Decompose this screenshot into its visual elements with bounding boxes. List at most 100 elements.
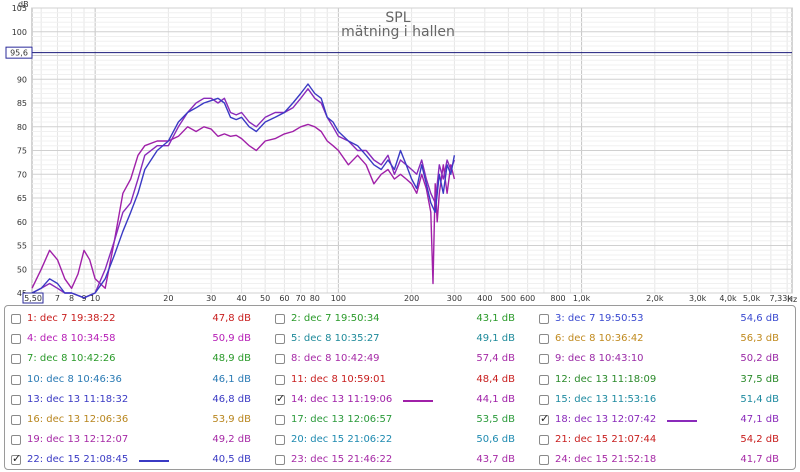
measurement-checkbox[interactable] — [11, 435, 21, 446]
measurement-checkbox[interactable]: ✓ — [11, 452, 22, 466]
legend-item[interactable]: ✓ 22: dec 15 21:08:45 40,5 dB — [11, 451, 261, 471]
measurement-level: 43,1 dB — [476, 313, 515, 324]
x-tick-label: 7 — [55, 294, 60, 303]
measurement-level: 56,3 dB — [740, 333, 779, 345]
legend-item[interactable]: 23: dec 15 21:46:22 43,7 dB — [275, 451, 525, 471]
measurement-checkbox[interactable] — [275, 435, 285, 446]
legend-item[interactable]: 9: dec 8 10:43:10 50,2 dB — [539, 350, 789, 370]
checkmark-icon: ✓ — [276, 391, 286, 405]
legend-item[interactable]: 24: dec 15 21:52:18 41,7 dB — [539, 451, 789, 471]
measurement-checkbox[interactable] — [275, 455, 285, 466]
measurement-checkbox[interactable] — [275, 334, 285, 345]
legend-item[interactable]: 13: dec 13 11:18:32 46,8 dB — [11, 391, 261, 411]
measurement-checkbox[interactable] — [539, 314, 549, 324]
legend-row: 13: dec 13 11:18:32 46,8 dB ✓ 14: dec 13 11… — [5, 391, 795, 411]
measurement-level: 54,6 dB — [740, 313, 779, 324]
measurement-label: 5: dec 8 10:35:27 — [291, 333, 380, 345]
legend-item[interactable]: 3: dec 7 19:50:53 54,6 dB — [539, 310, 789, 330]
x-tick-label: 4,0k — [719, 294, 737, 303]
measurement-legend: 1: dec 7 19:38:22 47,8 dB 2: dec 7 19:50:3… — [4, 305, 796, 470]
legend-item[interactable]: 11: dec 8 10:59:01 48,4 dB — [275, 371, 525, 391]
legend-item[interactable]: 17: dec 13 12:06:57 53,5 dB — [275, 411, 525, 431]
measurement-level: 47,1 dB — [740, 414, 779, 425]
measurement-label: 12: dec 13 11:18:09 — [555, 373, 657, 385]
measurement-checkbox[interactable] — [275, 354, 285, 365]
measurement-level: 47,8 dB — [212, 313, 251, 324]
measurement-label: 6: dec 8 10:36:42 — [555, 333, 644, 345]
measurement-label: 11: dec 8 10:59:01 — [291, 373, 386, 385]
legend-item[interactable]: 4: dec 8 10:34:58 50,9 dB — [11, 330, 261, 350]
measurement-checkbox[interactable] — [275, 374, 285, 385]
measurement-checkbox[interactable] — [275, 415, 285, 425]
legend-item[interactable]: 7: dec 8 10:42:26 48,9 dB — [11, 350, 261, 370]
measurement-level: 50,6 dB — [476, 434, 515, 446]
legend-item[interactable]: 8: dec 8 10:42:49 57,4 dB — [275, 350, 525, 370]
measurement-checkbox[interactable] — [539, 435, 549, 446]
y-tick-label: 70 — [17, 170, 27, 179]
legend-item[interactable]: 15: dec 13 11:53:16 51,4 dB — [539, 391, 789, 411]
x-tick-label: 5,0k — [743, 294, 761, 303]
x-tick-label: 20 — [163, 294, 173, 303]
measurement-checkbox[interactable] — [539, 354, 549, 365]
measurement-checkbox[interactable] — [11, 354, 21, 365]
measurement-level: 51,4 dB — [740, 393, 779, 405]
x-tick-label: 40 — [236, 294, 246, 303]
measurement-checkbox[interactable] — [275, 314, 285, 324]
x-tick-label: 300 — [447, 294, 462, 303]
measurement-checkbox[interactable] — [11, 314, 21, 324]
measurement-checkbox[interactable] — [11, 374, 21, 385]
line-color-swatch — [139, 460, 169, 463]
measurement-label: 9: dec 8 10:43:10 — [555, 353, 644, 365]
x-tick-label: 8 — [69, 294, 74, 303]
measurement-label: 21: dec 15 21:07:44 — [555, 434, 657, 446]
legend-item[interactable]: 19: dec 13 12:12:07 49,2 dB — [11, 431, 261, 451]
measurement-checkbox[interactable] — [539, 455, 549, 466]
measurement-checkbox[interactable]: ✓ — [275, 391, 286, 405]
measurement-label: 7: dec 8 10:42:26 — [27, 353, 116, 365]
x-tick-label: 7,33k — [770, 294, 793, 303]
measurement-level: 43,7 dB — [476, 454, 515, 466]
x-tick-label: 100 — [331, 294, 346, 303]
cursor-x-readout-box — [22, 292, 44, 304]
legend-row: 1: dec 7 19:38:22 47,8 dB 2: dec 7 19:50:3… — [5, 310, 795, 330]
x-tick-label: 500 — [501, 294, 516, 303]
line-color-swatch — [667, 420, 697, 422]
legend-item[interactable]: ✓ 14: dec 13 11:19:06 44,1 dB — [275, 391, 525, 411]
legend-item[interactable]: 21: dec 15 21:07:44 54,2 dB — [539, 431, 789, 451]
legend-item[interactable]: 2: dec 7 19:50:34 43,1 dB — [275, 310, 525, 330]
legend-item[interactable]: 5: dec 8 10:35:27 49,1 dB — [275, 330, 525, 350]
measurement-label: 4: dec 8 10:34:58 — [27, 333, 116, 345]
x-tick-label: 600 — [520, 294, 535, 303]
legend-item[interactable]: 1: dec 7 19:38:22 47,8 dB — [11, 310, 261, 330]
x-tick-label: 400 — [477, 294, 492, 303]
measurement-checkbox[interactable]: ✓ — [539, 413, 549, 425]
measurement-label: 10: dec 8 10:46:36 — [27, 373, 122, 385]
measurement-checkbox[interactable] — [539, 394, 549, 405]
measurement-level: 41,7 dB — [740, 454, 779, 466]
measurement-checkbox[interactable] — [11, 415, 21, 425]
measurement-level: 50,2 dB — [740, 353, 779, 365]
measurement-checkbox[interactable] — [539, 374, 549, 385]
series-lines — [31, 83, 456, 299]
legend-item[interactable]: 16: dec 13 12:06:36 53,9 dB — [11, 411, 261, 431]
cursor-x-readout: 5,50 — [24, 294, 42, 303]
measurement-level: 46,1 dB — [212, 373, 251, 385]
x-tick-label: 30 — [206, 294, 216, 303]
legend-item[interactable]: 10: dec 8 10:46:36 46,1 dB — [11, 371, 261, 391]
measurement-level: 48,9 dB — [212, 353, 251, 365]
measurement-checkbox[interactable] — [11, 334, 21, 345]
checkmark-icon: ✓ — [12, 452, 22, 466]
x-tick-label: 9 — [81, 294, 86, 303]
measurement-checkbox[interactable] — [11, 394, 21, 405]
cursor-y-readout-box — [5, 46, 33, 59]
legend-item[interactable]: ✓ 18: dec 13 12:07:42 47,1 dB — [539, 411, 789, 431]
y-tick-label: 50 — [17, 265, 27, 274]
legend-item[interactable]: 20: dec 15 21:06:22 50,6 dB — [275, 431, 525, 451]
legend-item[interactable]: 12: dec 13 11:18:09 37,5 dB — [539, 371, 789, 391]
y-tick-label: 90 — [17, 75, 27, 84]
measurement-label: 1: dec 7 19:38:22 — [27, 313, 116, 324]
series-line-3 — [31, 83, 456, 299]
y-tick-label: 80 — [17, 123, 27, 132]
measurement-checkbox[interactable] — [539, 334, 549, 345]
legend-item[interactable]: 6: dec 8 10:36:42 56,3 dB — [539, 330, 789, 350]
